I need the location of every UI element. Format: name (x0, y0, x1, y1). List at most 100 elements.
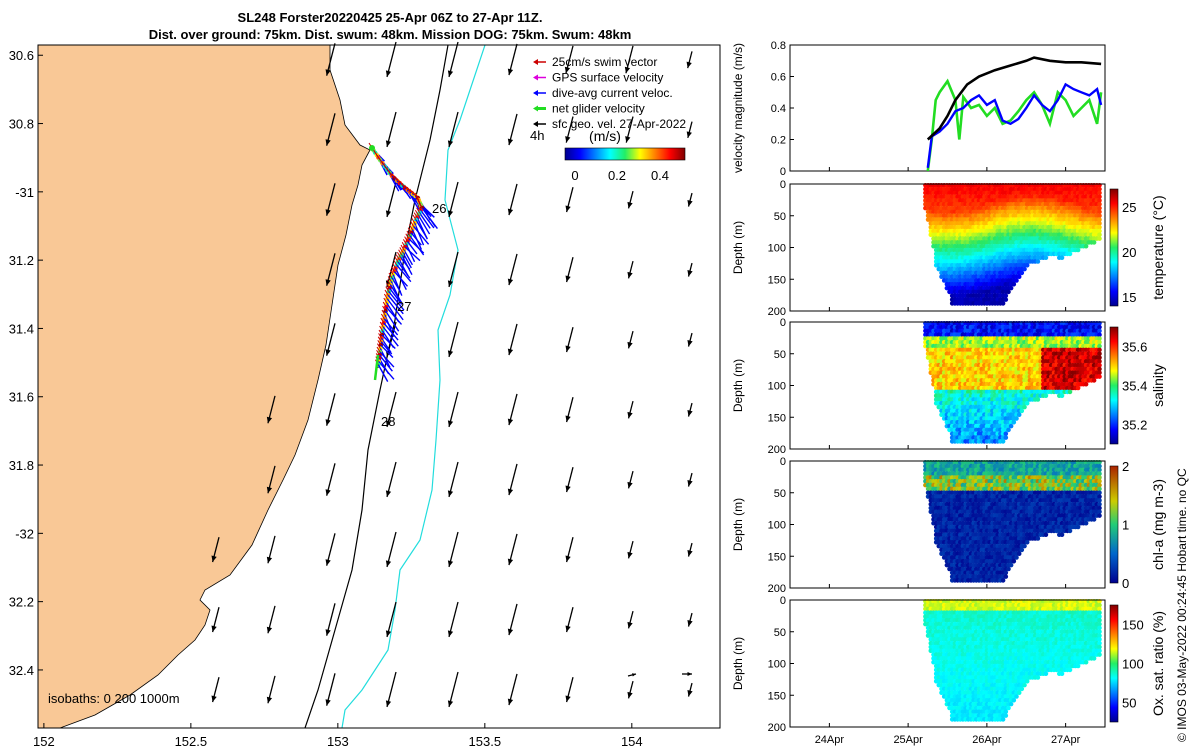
colorbar-tick-0.2: 0.2 (608, 168, 626, 183)
geo-velocity-arrow (447, 391, 459, 428)
geo-velocity-arrow (385, 671, 397, 708)
profile-dot (1059, 532, 1065, 537)
dive-avg-current-vector (380, 341, 393, 355)
swim-vector (382, 301, 387, 308)
legend-label: sfc geo. vel. 27-Apr-2022 (552, 117, 686, 131)
geo-velocity-arrow (385, 111, 397, 148)
geo-velocity-arrow (447, 671, 459, 708)
dive-avg-current-vector (385, 310, 400, 332)
dive-avg-current-vector (377, 364, 389, 382)
profile-dot (1024, 263, 1030, 268)
swim-vector (413, 212, 418, 218)
profile-dot (1097, 205, 1102, 211)
geo-velocity-arrow (687, 612, 693, 627)
profile-dot (1097, 224, 1102, 230)
colorbar-tick-label: 35.6 (1122, 340, 1147, 355)
profile-dot (1011, 559, 1017, 564)
geo-velocity-arrow (625, 116, 634, 143)
profile-dot (1003, 293, 1009, 299)
depth-tick-label: 100 (768, 381, 786, 393)
profile-dot (1043, 255, 1049, 260)
swim-vector (378, 329, 383, 336)
map-longitude-axis: 152 152.5 153 153.5 154 (33, 723, 643, 749)
profile-dot (1097, 228, 1102, 234)
lon-tick-label: 153 (327, 734, 349, 749)
geo-velocity-arrow (325, 43, 336, 76)
swim-vector (389, 269, 394, 276)
profile-dot (1003, 574, 1009, 579)
geo-velocity-arrow (447, 251, 459, 288)
velocity-ytick-label: 0.4 (771, 103, 786, 115)
profile-dot (1083, 243, 1089, 249)
swim-vector (396, 177, 401, 184)
velocity-series-line (926, 82, 1103, 168)
geo-velocity-arrow (266, 605, 276, 634)
profile-dot (1006, 289, 1011, 295)
dive-avg-current-vector (379, 351, 395, 368)
colorbar-tick-label: 35.4 (1122, 379, 1147, 394)
profile-dot (1035, 536, 1041, 541)
depth-tick-label: 0 (780, 317, 786, 329)
swim-vector (383, 293, 388, 300)
swim-vector (404, 184, 409, 191)
swim-vector (395, 254, 400, 260)
depth-tick-label: 50 (774, 211, 786, 223)
dive-avg-current-vector (380, 344, 394, 359)
swim-vector (393, 175, 398, 182)
swim-vector (381, 309, 386, 316)
velocity-ytick-label: 0.8 (771, 40, 786, 52)
lon-tick-label: 153.5 (469, 734, 502, 749)
geo-velocity-arrow (507, 393, 518, 426)
dive-avg-current-vector (421, 207, 438, 230)
geo-velocity-arrow (686, 121, 693, 139)
lat-tick-label: 31.4 (9, 321, 34, 336)
glider-track (368, 142, 438, 382)
geo-velocity-arrow (385, 531, 397, 568)
geo-velocity-arrow (627, 470, 634, 489)
chart-title-line-2: Dist. over ground: 75km. Dist. swum: 48k… (148, 27, 632, 42)
profile-dot (1097, 190, 1102, 196)
geo-velocity-arrow (627, 260, 634, 279)
geo-velocity-arrow (686, 51, 693, 69)
geo-velocity-arrow (687, 402, 693, 417)
swim-vector (414, 209, 419, 216)
profile-dot (1043, 532, 1049, 537)
swim-vector (392, 263, 397, 269)
swim-vector (402, 239, 407, 245)
geo-velocity-arrow (507, 323, 518, 356)
profile-dot (1003, 431, 1009, 437)
profile-dot (1097, 202, 1102, 207)
dive-avg-current-vector (399, 256, 411, 270)
legend-entry: sfc geo. vel. 27-Apr-2022 (533, 117, 686, 131)
profile-dot (1097, 186, 1102, 192)
legend-entry: dive-avg current veloc. (533, 86, 673, 100)
dive-avg-current-vector (388, 291, 405, 311)
profile-dot (1067, 251, 1073, 257)
dive-avg-current-vector (419, 212, 431, 229)
geo-velocity-arrow (565, 116, 574, 143)
depth-ylabel: Depth (m) (731, 221, 745, 274)
swim-vector (393, 259, 398, 266)
geo-velocity-arrow (507, 463, 518, 496)
profile-dot (1000, 578, 1006, 583)
dive-avg-current-vector (410, 232, 422, 246)
dive-avg-current-vector (382, 326, 399, 347)
dive-avg-current-vector (415, 219, 428, 239)
geo-velocity-arrow (266, 675, 276, 704)
geo-velocity-arrow (565, 467, 574, 493)
geo-velocity-arrows (211, 41, 693, 708)
dive-avg-current-vector (405, 244, 416, 263)
dive-avg-current-vector (404, 246, 421, 262)
swim-vector (401, 182, 406, 189)
legend-entry: 25cm/s swim vector (533, 55, 657, 69)
geo-velocity-arrow (627, 673, 637, 677)
geo-velocity-arrow (507, 533, 518, 566)
swim-vector (410, 221, 415, 227)
isobath-200m (304, 45, 449, 728)
geo-velocity-arrow (211, 607, 220, 633)
geo-velocity-arrow (507, 43, 518, 76)
